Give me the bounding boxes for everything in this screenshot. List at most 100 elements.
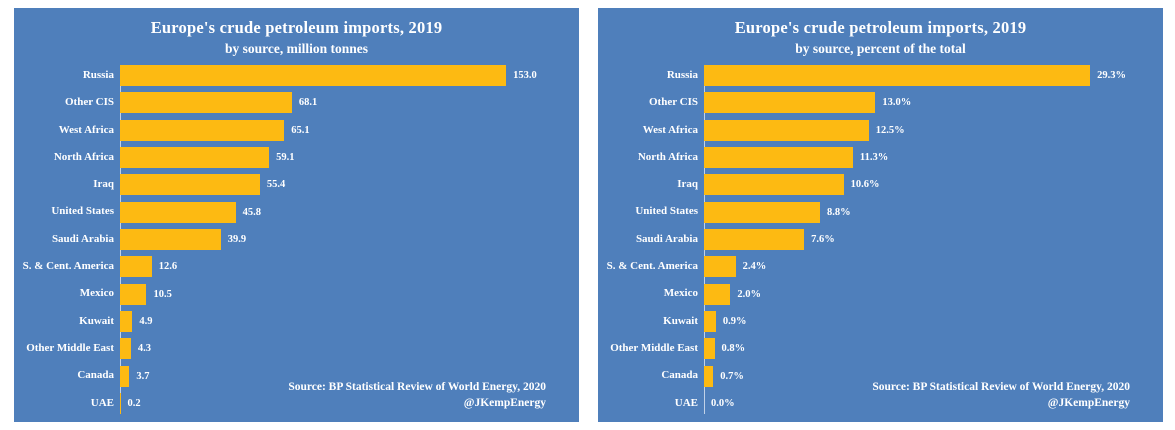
bar [120, 174, 260, 196]
bar [704, 256, 736, 278]
bar-row: Canada 3.7 [14, 362, 569, 389]
bar-track: 45.8 [120, 199, 569, 226]
value-label: 2.4% [742, 261, 767, 273]
bar-row: Iraq 55.4 [14, 171, 569, 198]
category-label: UAE [674, 396, 698, 409]
value-label: 153.0 [513, 70, 537, 82]
value-label: 55.4 [266, 179, 286, 191]
bar [704, 283, 731, 305]
value-label: 4.3 [137, 343, 151, 355]
value-label: 68.1 [298, 97, 318, 109]
value-label: 29.3% [1097, 70, 1126, 82]
bar-row: Russia 153.0 [14, 62, 569, 89]
bar-track: 11.3% [704, 144, 1153, 171]
value-label: 12.6 [158, 261, 178, 273]
category-label: UAE [90, 396, 114, 409]
category-label: Mexico [79, 287, 114, 300]
bar [120, 365, 130, 387]
category-label: Russia [82, 68, 114, 81]
bar-row: Russia 29.3% [598, 62, 1153, 89]
bar-track: 59.1 [120, 144, 569, 171]
bar-track: 0.9% [704, 308, 1153, 335]
category-label: S. & Cent. America [22, 260, 114, 273]
category-label: Other Middle East [26, 342, 114, 354]
value-label: 8.8% [826, 206, 851, 218]
value-label: 0.9% [722, 315, 747, 327]
bar-row: Iraq 10.6% [598, 171, 1153, 198]
category-label: United States [635, 205, 698, 218]
value-label: 10.6% [850, 179, 880, 191]
value-label: 4.9 [139, 315, 153, 327]
bar-row: Other Middle East 0.8% [598, 335, 1153, 362]
bar-track: 12.5% [704, 117, 1153, 144]
bar [704, 338, 715, 360]
source-annotation: Source: BP Statistical Review of World E… [288, 379, 546, 411]
bar [704, 174, 844, 196]
category-label: West Africa [58, 123, 114, 136]
bar-row: S. & Cent. America 12.6 [14, 253, 569, 280]
category-label: Other CIS [649, 96, 698, 109]
bar [704, 365, 714, 387]
category-label: S. & Cent. America [606, 260, 698, 273]
value-label: 13.0% [882, 97, 912, 109]
chart-title: Europe's crude petroleum imports, 2019 [150, 18, 443, 37]
bar [120, 119, 285, 141]
bar [704, 147, 853, 169]
category-label: West Africa [642, 123, 698, 136]
value-label: 11.3% [859, 152, 889, 164]
bar-track: 2.4% [704, 253, 1153, 280]
bar [704, 201, 820, 223]
value-label: 3.7 [136, 370, 150, 382]
bar-track: 29.3% [704, 62, 1153, 89]
bar-track: 4.3 [120, 335, 569, 362]
value-label: 59.1 [276, 152, 295, 164]
bar-row: United States 45.8 [14, 199, 569, 226]
bar-row: UAE 0.2 [14, 390, 569, 417]
bar-row: Kuwait 4.9 [14, 308, 569, 335]
bar [120, 229, 221, 251]
value-label: 0.0% [711, 397, 735, 409]
value-label: 39.9 [227, 234, 247, 246]
category-label: Iraq [677, 178, 698, 191]
bar-row: United States 8.8% [598, 199, 1153, 226]
value-label: 2.0% [737, 288, 761, 300]
value-label: 0.2 [127, 397, 141, 409]
bar [120, 283, 147, 305]
category-label: United States [51, 205, 114, 218]
bar-row: S. & Cent. America 2.4% [598, 253, 1153, 280]
category-label: Canada [661, 369, 698, 382]
value-label: 45.8 [242, 206, 261, 218]
bar [704, 310, 716, 332]
bar [704, 229, 805, 251]
bar-track: 2.0% [704, 281, 1153, 308]
bar-track: 8.8% [704, 199, 1153, 226]
bar-track: 68.1 [120, 89, 569, 116]
value-label: 0.7% [720, 370, 744, 382]
bar-track: 55.4 [120, 171, 569, 198]
bar-row: North Africa 11.3% [598, 144, 1153, 171]
category-label: Russia [666, 68, 698, 81]
category-label: North Africa [637, 150, 698, 163]
chart-header: Europe's crude petroleum imports, 2019 b… [14, 8, 579, 56]
bar-row: Other CIS 13.0% [598, 89, 1153, 116]
bar-row: West Africa 65.1 [14, 117, 569, 144]
bar-rows-container: Russia 29.3% Other CIS 13.0% West Africa 12.5… [598, 62, 1153, 417]
bar-row: Mexico 10.5 [14, 281, 569, 308]
category-label: Saudi Arabia [51, 232, 114, 245]
bar [704, 92, 876, 114]
source-line: Source: BP Statistical Review of World E… [872, 380, 1130, 393]
bar-track: 10.6% [704, 171, 1153, 198]
bar-row: Other Middle East 4.3 [14, 335, 569, 362]
chart-title: Europe's crude petroleum imports, 2019 [734, 18, 1027, 37]
value-label: 0.8% [721, 343, 746, 355]
bar-track: 3.7 [120, 362, 569, 389]
category-label: Kuwait [79, 314, 114, 327]
chart-panel-million-tonnes: Europe's crude petroleum imports, 2019 b… [14, 8, 579, 422]
chart-header: Europe's crude petroleum imports, 2019 b… [598, 8, 1163, 56]
bar-track: 0.8% [704, 335, 1153, 362]
bar [120, 201, 236, 223]
bar [120, 92, 292, 114]
value-label: 12.5% [875, 124, 905, 136]
value-label: 7.6% [811, 234, 835, 246]
